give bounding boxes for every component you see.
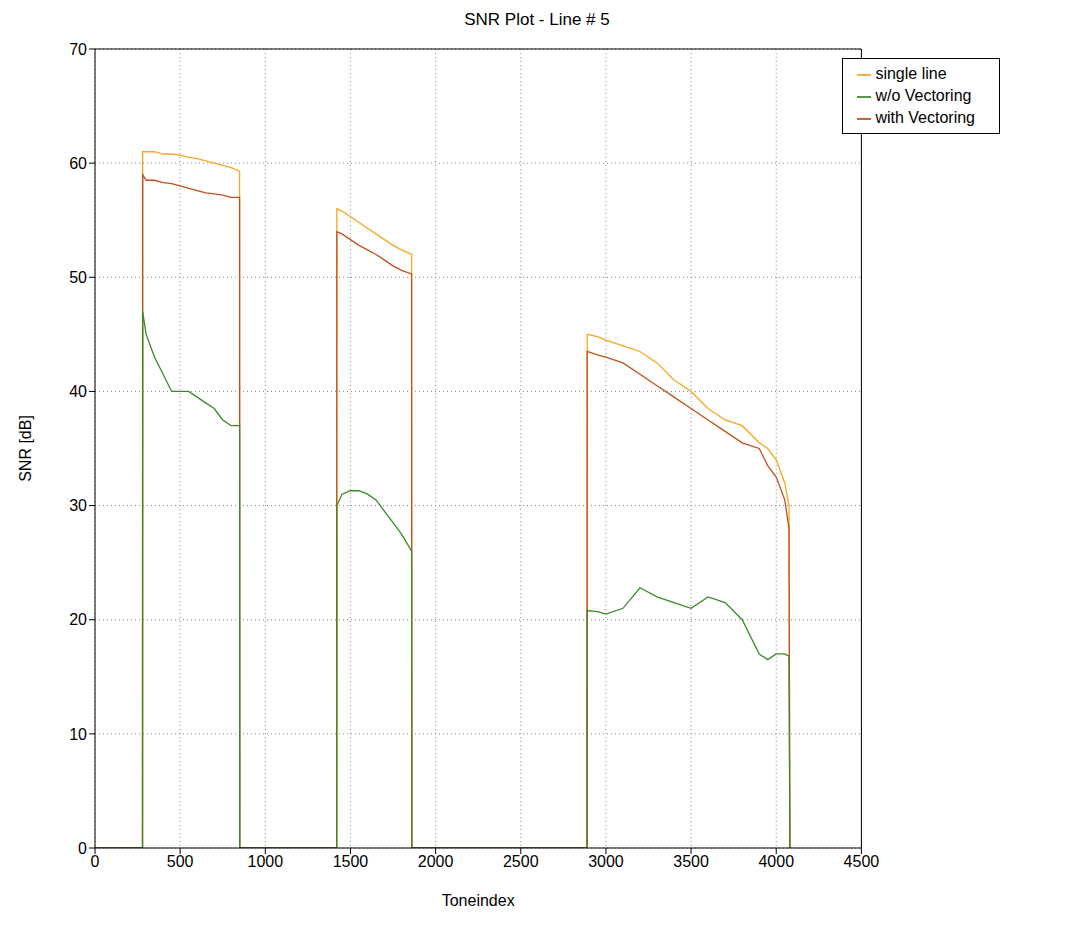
svg-text:50: 50 (69, 269, 87, 286)
svg-text:3500: 3500 (673, 853, 709, 870)
svg-text:40: 40 (69, 383, 87, 400)
svg-text:1000: 1000 (248, 853, 284, 870)
svg-text:SNR [dB]: SNR [dB] (17, 415, 34, 482)
svg-text:10: 10 (69, 726, 87, 743)
html-text:SNR Plot - Line # 5: SNR Plot - Line # 5 (464, 10, 610, 29)
html-text:w/o Vectoring: w/o Vectoring (875, 87, 972, 104)
svg-text:4000: 4000 (758, 853, 794, 870)
svg-text:0: 0 (78, 840, 87, 857)
svg-text:0: 0 (91, 853, 100, 870)
svg-text:60: 60 (69, 155, 87, 172)
svg-text:20: 20 (69, 611, 87, 628)
html-text:single line: single line (875, 65, 947, 82)
svg-text:70: 70 (69, 41, 87, 58)
svg-text:30: 30 (69, 497, 87, 514)
svg-text:500: 500 (167, 853, 194, 870)
svg-text:4500: 4500 (844, 853, 880, 870)
html-text:with Vectoring: with Vectoring (875, 109, 975, 126)
svg-text:2000: 2000 (418, 853, 454, 870)
svg-text:2500: 2500 (503, 853, 539, 870)
svg-text:3000: 3000 (588, 853, 624, 870)
svg-text:1500: 1500 (333, 853, 369, 870)
svg-text:Toneindex: Toneindex (442, 892, 515, 909)
